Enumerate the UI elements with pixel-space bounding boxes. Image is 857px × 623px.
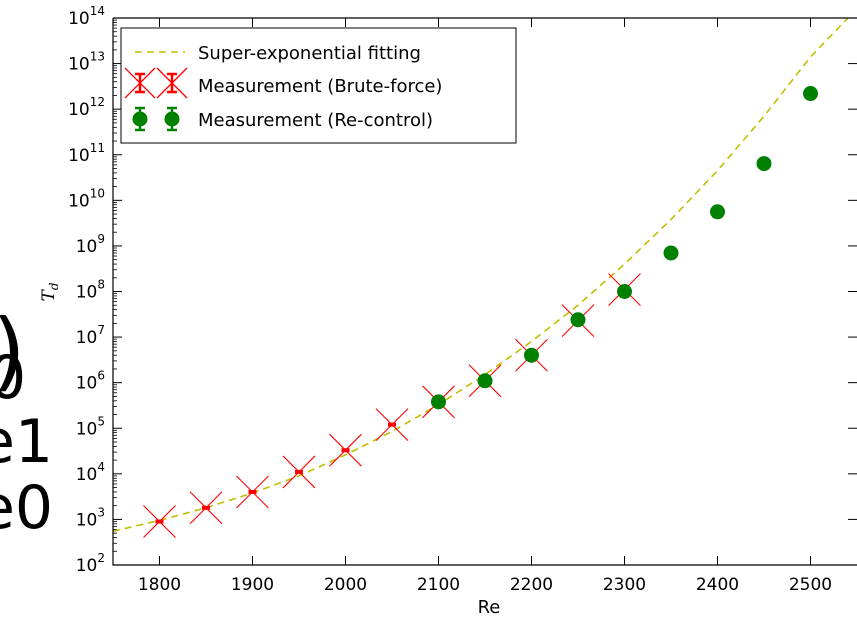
legend-fit-label: Super-exponential fitting: [198, 43, 421, 64]
re-control-point: [617, 284, 632, 299]
y-tick-label: 107: [76, 323, 105, 348]
x-tick-label: 2100: [417, 575, 460, 595]
x-tick-label: 2400: [696, 575, 739, 595]
y-tick-label: 103: [76, 505, 105, 530]
re-control-point: [431, 394, 446, 410]
x-tick-label: 1800: [138, 575, 181, 595]
brute-force-point: [329, 433, 362, 467]
y-tick-label: 104: [76, 460, 105, 485]
fragment-zero: 0: [0, 343, 26, 413]
y-tick-label: 1013: [68, 50, 105, 75]
y-axis-title: Td: [39, 282, 61, 301]
x-axis-title: Re: [478, 597, 501, 618]
brute-force-point: [143, 505, 176, 538]
x-tick-label: 1900: [231, 575, 274, 595]
plot-frame: [112, 17, 857, 566]
legend-entry-fit: Super-exponential fitting: [135, 43, 421, 64]
legend-re-control-label: Measurement (Re-control): [198, 110, 433, 131]
brute-force-point: [375, 408, 409, 442]
brute-force-point: [189, 491, 223, 525]
brute-force-point: [282, 455, 316, 489]
legend-entry-re-control: Measurement (Re-control): [132, 106, 433, 132]
legend: Super-exponential fitting Measurement (B…: [120, 27, 517, 144]
y-tick-label: 1014: [68, 4, 105, 29]
y-tick-label: 1012: [68, 95, 105, 120]
y-tick-label: 108: [76, 278, 105, 303]
re-control-point: [477, 373, 493, 389]
x-tick-label: 2200: [510, 575, 553, 595]
y-tick-label: 1010: [68, 186, 105, 211]
re-control-point: [710, 204, 725, 220]
re-control-layer: [431, 86, 818, 410]
left-fragments: ) 0 e1 e0: [0, 301, 53, 543]
y-axis: 102 103 104 105 106 107 108 109 1010 1011 1012 1013…: [68, 4, 857, 576]
legend-brute-force-swatch: [124, 67, 188, 99]
y-tick-label: 102: [76, 551, 105, 576]
x-tick-label: 2000: [324, 575, 367, 595]
re-control-point: [663, 245, 679, 261]
legend-brute-force-label: Measurement (Brute-force): [198, 76, 442, 97]
x-axis: 1800 1900 2000 2100 2200 2300 2400 2500: [138, 18, 832, 595]
fragment-e1: e1: [0, 407, 53, 477]
fragment-e0: e0: [0, 473, 53, 543]
x-tick-label: 2300: [603, 575, 646, 595]
y-tick-label: 106: [76, 369, 105, 394]
legend-entry-brute-force: Measurement (Brute-force): [124, 67, 442, 99]
fragment-paren: ): [0, 301, 26, 401]
y-tick-label: 1011: [68, 141, 105, 166]
y-tick-label: 109: [76, 232, 105, 257]
re-control-point: [756, 156, 772, 172]
re-control-point: [570, 312, 586, 328]
y-tick-label: 105: [76, 414, 105, 439]
brute-force-point: [236, 475, 269, 509]
re-control-point: [803, 86, 818, 102]
legend-box: [120, 27, 517, 144]
legend-re-control-swatch: [132, 106, 180, 132]
x-tick-label: 2500: [789, 575, 832, 595]
re-control-point: [524, 347, 539, 363]
